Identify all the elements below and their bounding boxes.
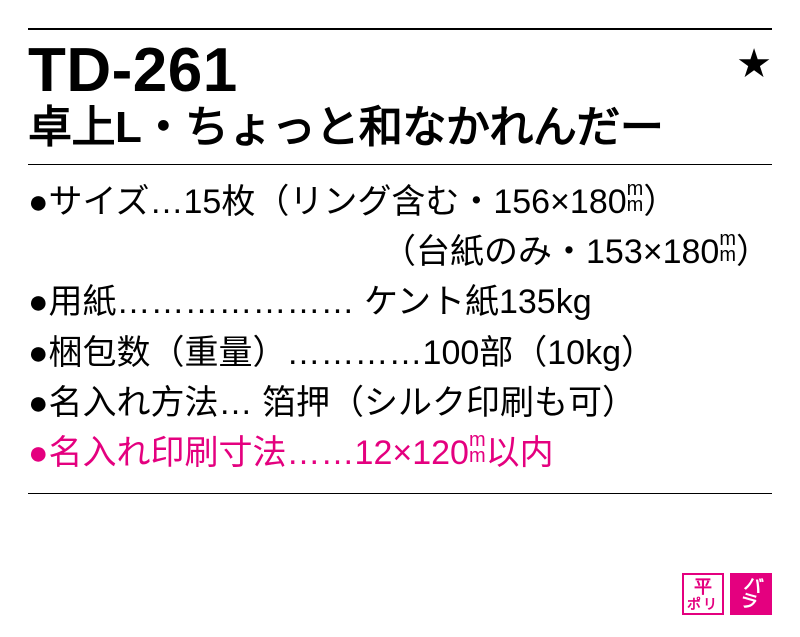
header-block: TD-261 ★ 卓上L・ちょっと和なかれんだー xyxy=(28,30,772,164)
spec-size-tail: ） xyxy=(643,183,677,221)
spec-paper: ●用紙………………… ケント紙135kg xyxy=(28,277,772,327)
spec-printing: ●名入れ方法… 箔押（シルク印刷も可） xyxy=(28,378,772,428)
badge-flat-poly: 平 ポリ xyxy=(682,573,724,615)
spec-dims-lead: ●名入れ印刷寸法……12×120 xyxy=(28,434,469,472)
badge-bara: バ ラ xyxy=(730,573,772,615)
badge-outline-bottom: ポリ xyxy=(687,597,719,611)
badge-solid-bottom: ラ xyxy=(737,591,760,613)
title-row: TD-261 ★ xyxy=(28,38,772,103)
spec-packing: ●梱包数（重量）…………100部（10kg） xyxy=(28,328,772,378)
mm-unit-icon xyxy=(627,181,644,213)
badge-outline-top: 平 xyxy=(694,578,712,596)
spec-size-sub-lead: （台紙のみ・153×180 xyxy=(382,233,719,271)
spec-size-text: ●サイズ…15枚（リング含む・156×180 xyxy=(28,183,627,221)
specs-block: ●サイズ…15枚（リング含む・156×180 ） （台紙のみ・153×180 ） ●… xyxy=(28,165,772,493)
mm-unit-icon xyxy=(719,231,736,263)
badges-row: 平 ポリ バ ラ xyxy=(682,573,772,615)
product-code: TD-261 xyxy=(28,38,238,103)
product-name: 卓上L・ちょっと和なかれんだー xyxy=(28,103,772,154)
spec-print-dims: ●名入れ印刷寸法……12×120 以内 xyxy=(28,428,772,478)
star-icon: ★ xyxy=(736,38,772,84)
spec-dims-tail: 以内 xyxy=(486,434,554,472)
spec-size-sub-tail: ） xyxy=(736,233,770,271)
bottom-rule xyxy=(28,493,772,494)
mm-unit-icon xyxy=(469,432,486,464)
spec-size: ●サイズ…15枚（リング含む・156×180 ） xyxy=(28,177,772,227)
badge-solid-text: バ ラ xyxy=(737,575,765,613)
spec-size-sub: （台紙のみ・153×180 ） xyxy=(28,227,772,277)
